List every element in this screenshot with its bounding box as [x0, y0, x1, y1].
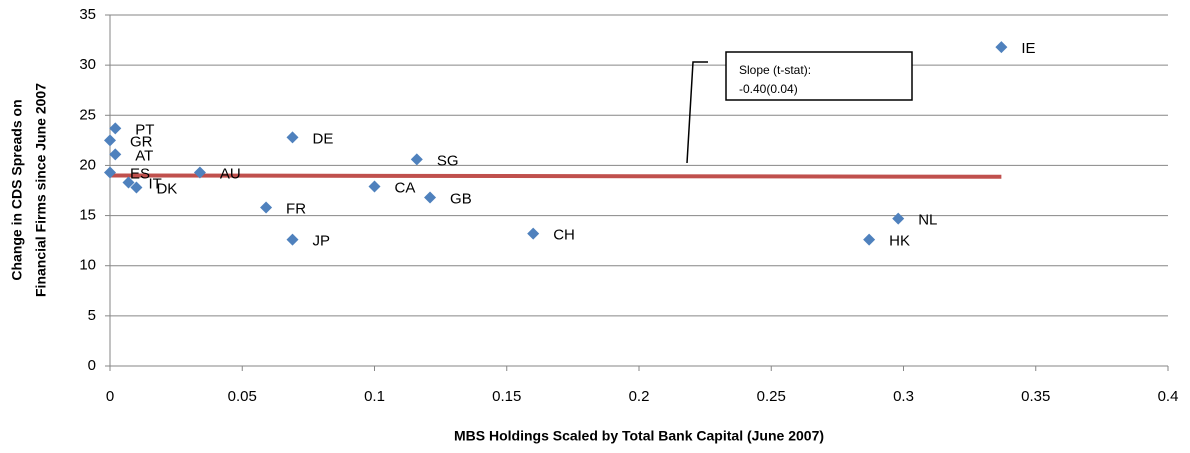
y-axis-title: Financial Firms since June 2007 [33, 83, 49, 297]
point-label: ES [130, 165, 150, 182]
point-label: NL [918, 212, 937, 229]
data-point [410, 153, 423, 166]
y-tick-label: 15 [79, 207, 96, 224]
point-label: AU [220, 165, 241, 182]
data-point [122, 176, 135, 189]
x-tick-label: 0.05 [228, 388, 257, 405]
point-label: JP [313, 233, 331, 250]
point-label: GB [450, 190, 472, 207]
annotation-box [725, 51, 913, 101]
trendline [109, 173, 1002, 179]
data-point [104, 134, 116, 147]
point-label: IT [149, 175, 162, 192]
point-label: GR [130, 133, 153, 150]
plot-area: 0 5 10 15 20 25 30 35 0 0.05 0.1 0.15 0.2 0.25 0.3 0.35… [79, 6, 1178, 405]
callout-line [686, 61, 708, 164]
point-label: FR [286, 201, 306, 218]
point-label: CA [395, 179, 416, 196]
y-tick-label: 5 [88, 307, 96, 324]
y-tick-label: 30 [79, 56, 96, 73]
x-tick-label: 0 [106, 388, 114, 405]
y-tick-label: 20 [79, 156, 96, 173]
x-tick-label: 0.2 [629, 388, 650, 405]
data-point [109, 122, 122, 135]
data-point [892, 212, 905, 225]
point-label: PT [135, 121, 154, 138]
y-tick-label: 0 [88, 357, 96, 374]
data-point [863, 233, 876, 246]
data-point [130, 181, 143, 194]
data-point [260, 201, 273, 214]
data-point [109, 148, 122, 161]
x-tick-label: 0.15 [492, 388, 521, 405]
y-tick-label: 25 [79, 106, 96, 123]
data-point [286, 131, 299, 144]
point-label: CH [553, 227, 575, 244]
x-tick-label: 0.35 [1021, 388, 1050, 405]
data-point [286, 233, 299, 246]
annotation-text: Slope (t-stat): [739, 63, 811, 77]
y-tick-label: 35 [79, 6, 96, 23]
annotation-text: -0.40(0.04) [739, 82, 798, 96]
data-point [104, 166, 116, 179]
x-tick-label: 0.25 [757, 388, 786, 405]
x-tick-label: 0.1 [364, 388, 385, 405]
data-point [424, 191, 437, 204]
x-tick-label: 0.3 [893, 388, 914, 405]
point-label: AT [135, 147, 153, 164]
point-label: DE [313, 130, 334, 147]
x-tick-label: 0.4 [1158, 388, 1179, 405]
point-label: IE [1021, 40, 1035, 57]
data-point [368, 180, 381, 193]
point-label: SG [437, 152, 459, 169]
y-tick-label: 10 [79, 257, 96, 274]
data-point [527, 227, 540, 240]
y-axis-title: Change in CDS Spreads on [9, 99, 25, 280]
x-axis-title: MBS Holdings Scaled by Total Bank Capita… [454, 428, 824, 444]
point-label: DK [156, 180, 177, 197]
data-point [193, 166, 206, 179]
data-point [995, 41, 1008, 54]
point-label: HK [889, 233, 910, 250]
